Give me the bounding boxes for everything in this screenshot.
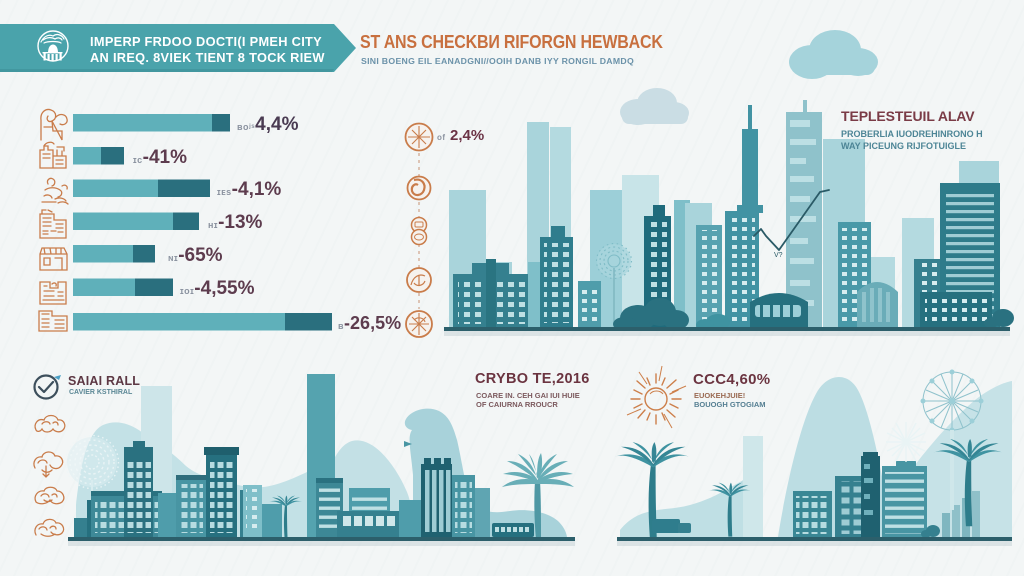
svg-text:V?: V?	[774, 252, 783, 259]
